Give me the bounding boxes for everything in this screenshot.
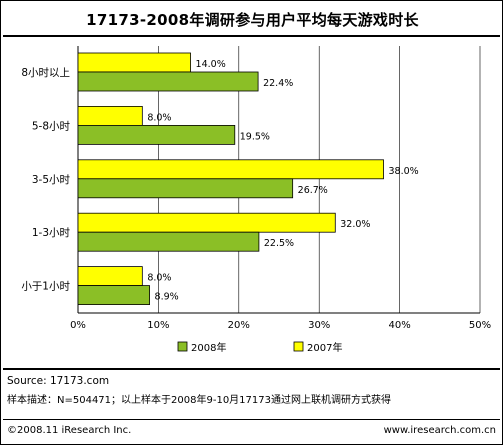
chart-title: 17173-2008年调研参与用户平均每天游戏时长 [86, 11, 419, 29]
footer-divider [3, 368, 500, 370]
bar-2007 [77, 266, 143, 287]
bar-2007 [77, 212, 336, 233]
data-label-2008: 19.5% [240, 131, 270, 142]
category-label: 5-8小时 [32, 120, 71, 132]
legend-swatch-2008 [177, 341, 188, 352]
source-note: Source: 17173.com [7, 375, 110, 387]
category-label: 小于1小时 [21, 281, 70, 293]
data-label-2007: 32.0% [340, 219, 370, 230]
data-label-2007: 14.0% [196, 59, 226, 70]
sample-description: 样本描述：N=504471；以上样本于2008年9-10月17173通过网上联机… [7, 395, 391, 406]
copyright-divider [3, 419, 500, 420]
data-label-2007: 8.0% [147, 273, 171, 284]
bar-2007 [77, 159, 384, 180]
x-tick-label: 20% [228, 320, 250, 331]
copyright-text: ©2008.11 iResearch Inc. [7, 425, 132, 436]
legend-label-2008: 2008年 [191, 341, 226, 354]
bar-2008 [77, 125, 236, 145]
legend-swatch-2007 [293, 341, 304, 352]
data-label-2008: 22.4% [263, 78, 293, 89]
legend-label-2007: 2007年 [307, 341, 342, 354]
category-label: 8小时以上 [21, 67, 70, 79]
x-tick-label: 40% [388, 320, 410, 331]
data-label-2007: 38.0% [389, 166, 419, 177]
bar-2008 [77, 178, 294, 199]
x-tick-label: 30% [308, 320, 330, 331]
category-label: 3-5小时 [32, 174, 71, 186]
x-tick-label: 0% [70, 320, 86, 331]
data-label-2007: 8.0% [147, 112, 171, 123]
data-label-2008: 26.7% [298, 185, 328, 196]
bar-2008 [77, 231, 260, 252]
bar-2007 [77, 52, 191, 73]
category-label: 1-3小时 [32, 227, 71, 239]
bar-2007 [77, 106, 143, 126]
data-label-2008: 8.9% [155, 292, 179, 303]
website-text: www.iresearch.com.cn [383, 425, 496, 436]
x-tick-label: 50% [469, 320, 491, 331]
x-tick-label: 10% [147, 320, 169, 331]
data-label-2008: 22.5% [264, 238, 294, 249]
bar-2008 [77, 285, 150, 306]
bar-chart: 0% 10% 20% 30% 40% 50% 8小时以上 14.0% 22.4% 5-8小时 8.0… [21, 46, 491, 354]
bar-2008 [77, 71, 259, 92]
title-divider [3, 35, 500, 37]
